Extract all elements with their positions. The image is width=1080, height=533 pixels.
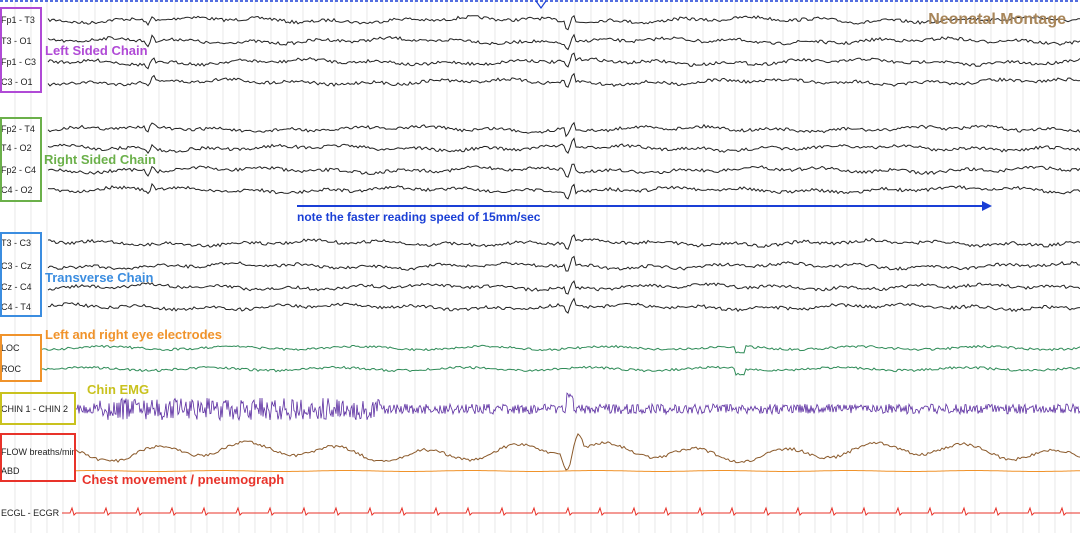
speed-note: note the faster reading speed of 15mm/se… (297, 210, 541, 224)
trace-fp1-c3 (47, 52, 1080, 70)
trace-flow (75, 433, 1080, 471)
channel-label-roc: ROC (1, 364, 21, 374)
channel-label-loc: LOC (1, 343, 20, 353)
right-chain-box (0, 117, 42, 202)
chin-emg-title: Chin EMG (87, 382, 150, 397)
trace-abd (76, 470, 1080, 472)
channel-label-ecg: ECGL - ECGR (1, 508, 60, 518)
trace-t4-o2 (47, 137, 1080, 155)
channel-label-fp2-c4: Fp2 - C4 (1, 165, 37, 175)
channel-label-t4-o2: T4 - O2 (1, 143, 32, 153)
eye-electrodes-box (0, 334, 42, 382)
trace-t3-c3 (47, 233, 1080, 250)
channel-label-c4-t4: C4 - T4 (1, 302, 31, 312)
channel-label-flow: FLOW breaths/min (1, 447, 77, 457)
trace-c4-t4 (48, 297, 1080, 314)
trace-chin (75, 392, 1080, 422)
channel-label-cz-c4: Cz - C4 (1, 282, 32, 292)
channel-label-fp2-t4: Fp2 - T4 (1, 124, 35, 134)
timeline-marker (535, 0, 547, 10)
chin-emg-box (0, 392, 76, 425)
channel-label-c3-cz: C3 - Cz (1, 261, 32, 271)
pneumograph-box (0, 433, 76, 482)
channel-label-abd: ABD (1, 466, 20, 476)
channel-label-c3-o1: C3 - O1 (1, 77, 33, 87)
trace-loc (41, 344, 1080, 354)
trace-c4-o2 (47, 182, 1080, 200)
eye-electrodes-title: Left and right eye electrodes (45, 327, 222, 342)
transverse-chain-box (0, 232, 42, 317)
trace-roc (41, 365, 1080, 376)
channel-label-fp1-c3: Fp1 - C3 (1, 57, 37, 67)
pneumograph-title: Chest movement / pneumograph (82, 472, 285, 487)
trace-t3-o1 (47, 33, 1080, 51)
left-chain-box (0, 7, 42, 93)
trace-c3-o1 (47, 72, 1080, 88)
trace-ecg (62, 506, 1080, 516)
trace-fp2-c4 (47, 163, 1080, 178)
left-chain-title: Left Sided Chain (45, 43, 148, 58)
speed-arrow-head (982, 201, 992, 211)
channel-label-t3-c3: T3 - C3 (1, 238, 32, 248)
montage-title: Neonatal Montage (928, 11, 1066, 28)
channel-label-c4-o2: C4 - O2 (1, 185, 33, 195)
trace-fp2-t4 (47, 121, 1080, 138)
trace-fp1-t3 (47, 14, 1080, 31)
channel-label-t3-o1: T3 - O1 (1, 36, 32, 46)
transverse-chain-title: Transverse Chain (45, 270, 154, 285)
channel-label-fp1-t3: Fp1 - T3 (1, 15, 35, 25)
trace-cz-c4 (47, 280, 1080, 295)
right-chain-title: Right Sided Chain (44, 152, 156, 167)
trace-c3-cz (47, 255, 1080, 272)
channel-label-chin: CHIN 1 - CHIN 2 (1, 404, 69, 414)
